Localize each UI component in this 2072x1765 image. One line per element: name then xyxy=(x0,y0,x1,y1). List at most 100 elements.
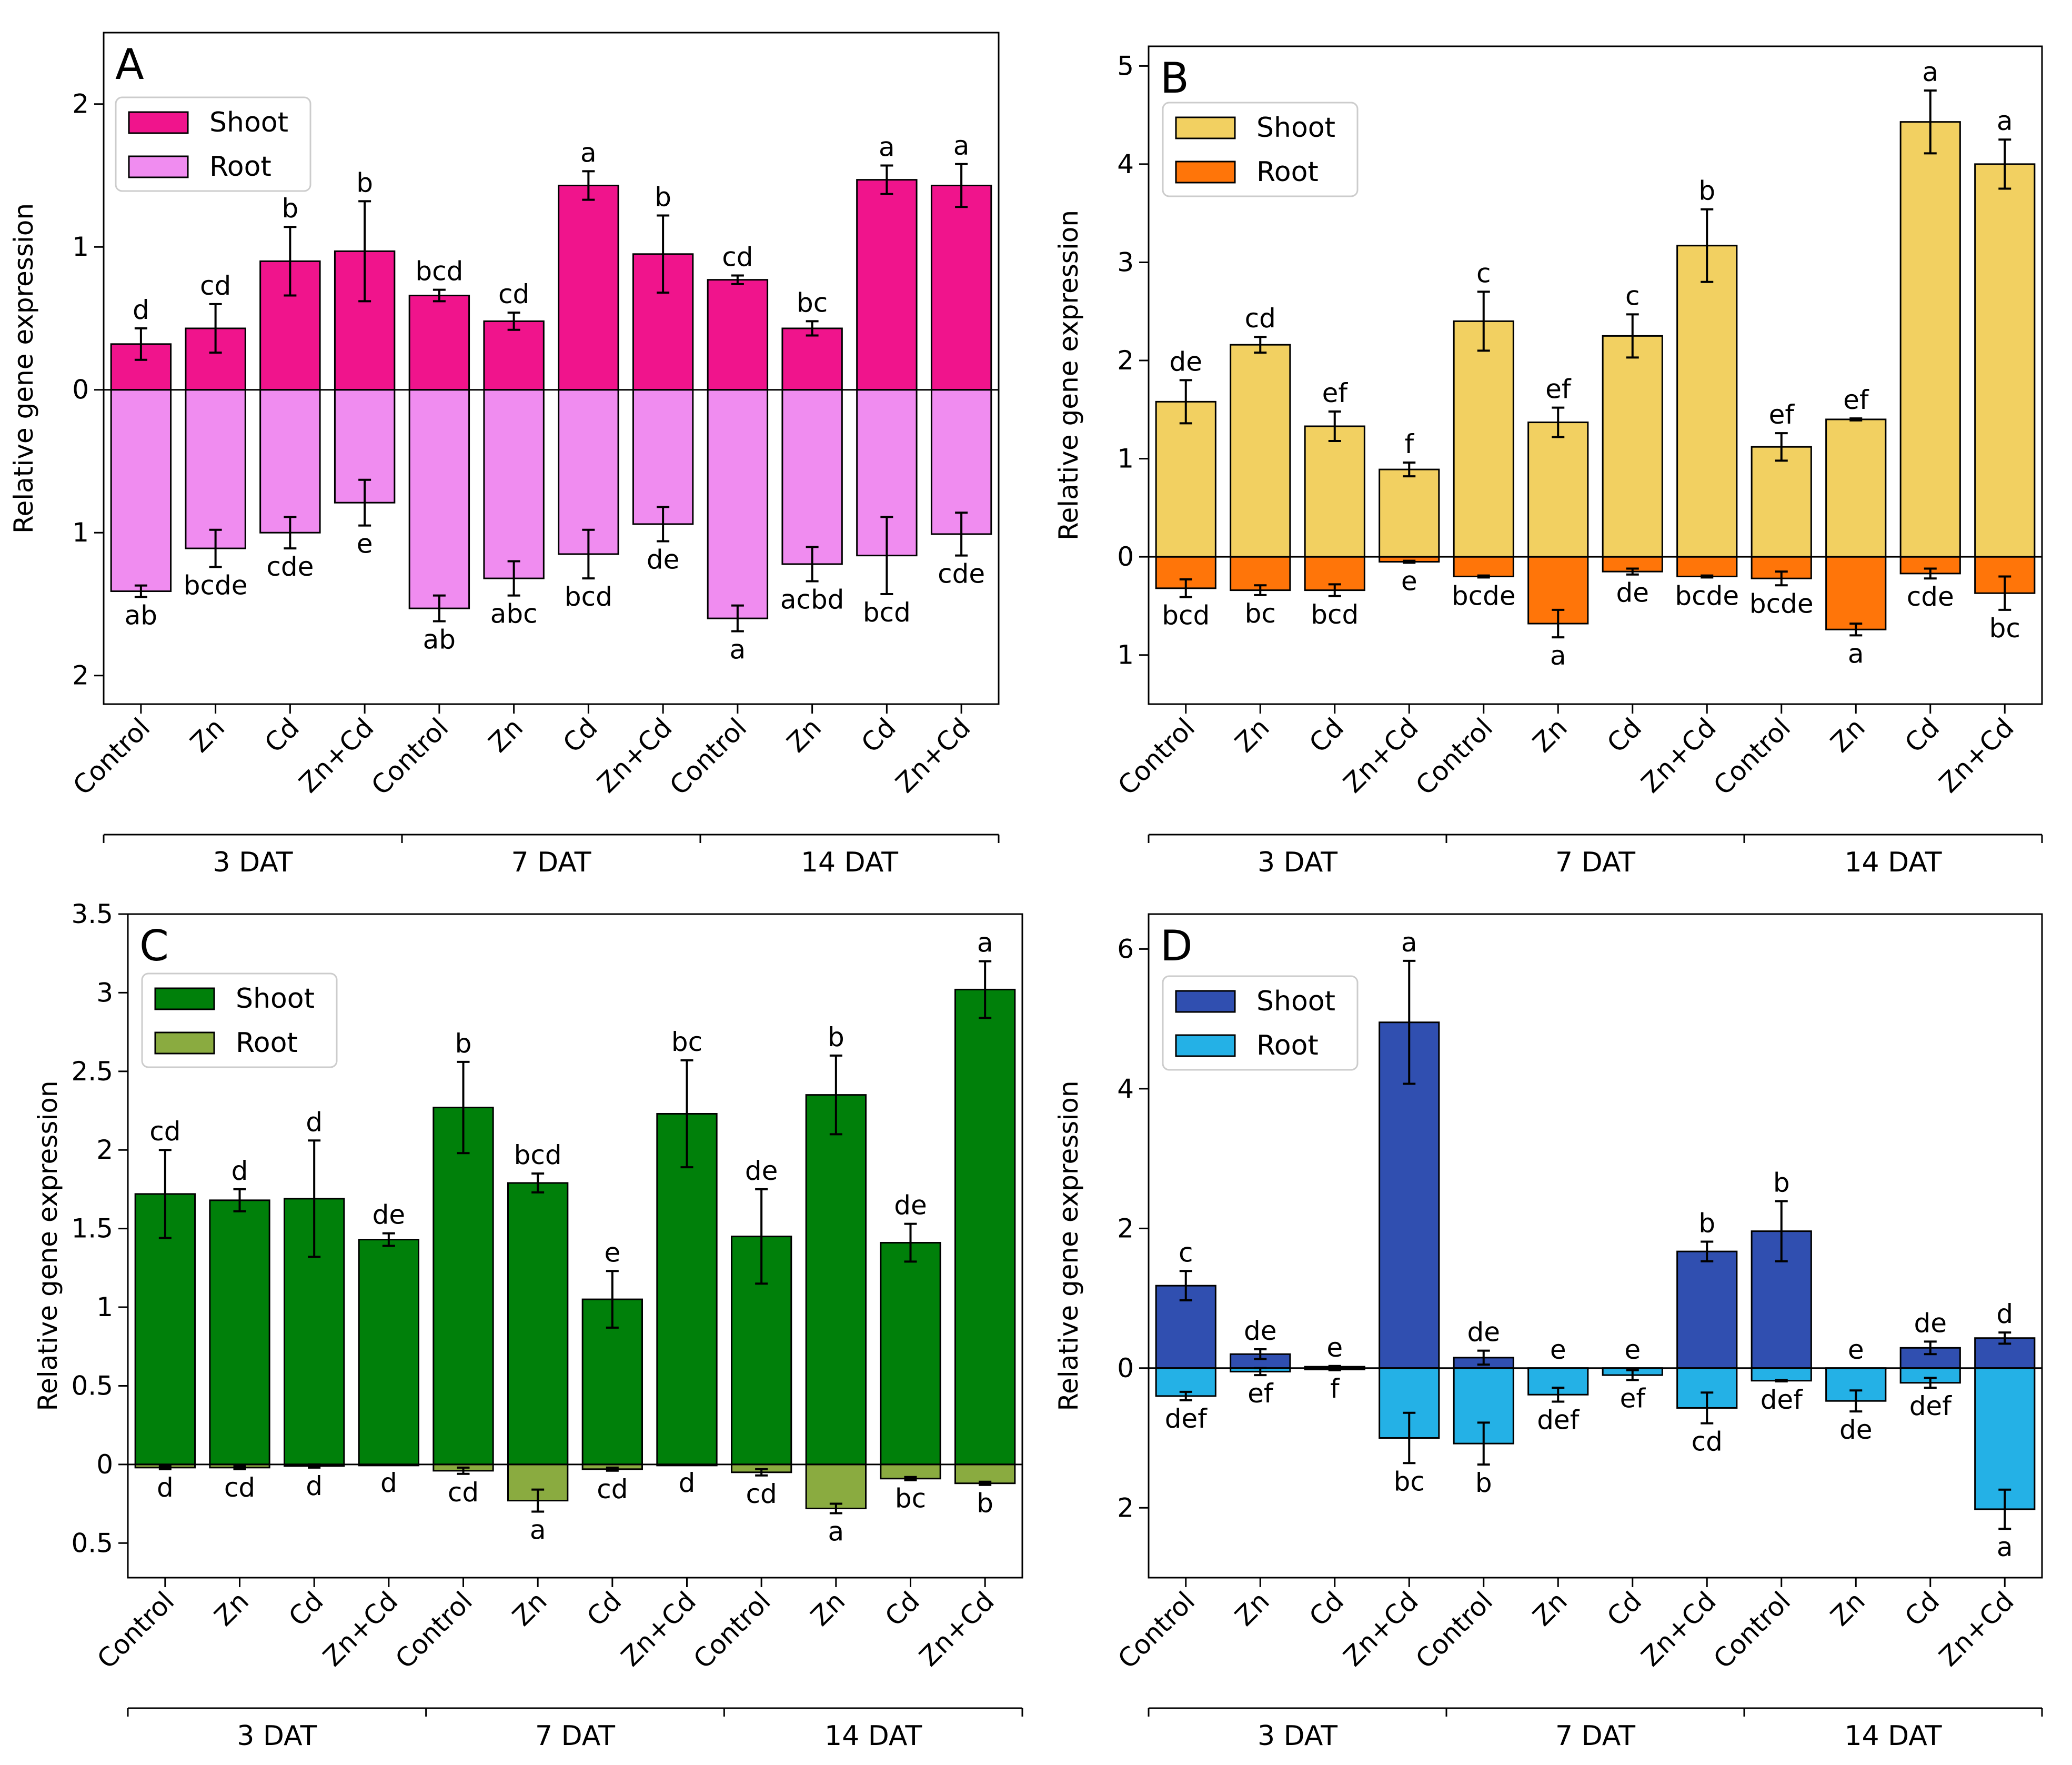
y-tick-label: 0 xyxy=(72,375,89,405)
panel-c: 0.5 0 0.5 1 1.5 2 2.5 3 3.5 Relative gene express… xyxy=(33,899,1023,1752)
x-category-label: Zn xyxy=(1527,712,1573,758)
y-tick-label: 1 xyxy=(1117,444,1134,474)
root-significance-letter: cd xyxy=(224,1472,255,1503)
root-significance-letter: cd xyxy=(746,1479,777,1509)
group-label: 14 DAT xyxy=(801,847,898,878)
shoot-significance-letter: de xyxy=(1914,1308,1947,1338)
x-category-label: Control xyxy=(1410,712,1498,801)
root-bar xyxy=(1527,1367,1589,1396)
root-bar xyxy=(1304,556,1365,591)
root-significance-letter: e xyxy=(357,529,373,559)
x-category-label: Control xyxy=(67,712,156,801)
y-tick-label: 2 xyxy=(96,1135,113,1165)
shoot-significance-letter: d xyxy=(133,295,149,325)
root-significance-letter: bc xyxy=(1989,613,2020,644)
y-tick-label: 3 xyxy=(96,977,113,1008)
legend-swatch-root xyxy=(128,155,189,178)
shoot-bar xyxy=(408,295,470,391)
shoot-significance-letter: f xyxy=(1404,429,1414,459)
x-category-label: Control xyxy=(688,1586,777,1674)
x-category-label: Zn xyxy=(184,712,230,758)
x-category-label: Zn+Cd xyxy=(1635,712,1722,798)
root-significance-letter: cd xyxy=(597,1474,628,1505)
root-significance-letter: def xyxy=(1761,1385,1804,1415)
legend-label-root: Root xyxy=(1256,156,1319,188)
shoot-significance-letter: a xyxy=(953,131,970,161)
shoot-bar xyxy=(954,988,1016,1466)
group-label: 7 DAT xyxy=(511,847,591,878)
shoot-bar xyxy=(1974,163,2036,558)
x-category-label: Cd xyxy=(1601,712,1647,758)
y-tick-label: 0.5 xyxy=(71,1528,113,1558)
root-bar xyxy=(632,389,694,525)
shoot-significance-letter: de xyxy=(1244,1316,1277,1346)
root-significance-letter: bcd xyxy=(1162,600,1210,631)
shoot-significance-letter: c xyxy=(1476,258,1491,288)
root-bar xyxy=(1676,556,1738,577)
root-significance-letter: b xyxy=(1475,1468,1492,1498)
shoot-bar xyxy=(1527,422,1589,558)
shoot-significance-letter: e xyxy=(1848,1335,1864,1365)
shoot-significance-letter: cd xyxy=(498,279,529,309)
root-significance-letter: bcde xyxy=(1675,580,1739,611)
shoot-significance-letter: de xyxy=(1170,346,1203,377)
legend-label-root: Root xyxy=(209,151,271,183)
root-significance-letter: e xyxy=(1401,566,1417,596)
x-category-label: Zn xyxy=(781,712,827,758)
x-category-label: Control xyxy=(366,712,455,801)
root-significance-letter: d xyxy=(157,1472,174,1503)
legend-swatch-shoot xyxy=(154,987,215,1010)
shoot-bar xyxy=(880,1242,941,1466)
x-category-label: Cd xyxy=(259,712,305,758)
x-category-label: Cd xyxy=(581,1586,627,1632)
group-label: 7 DAT xyxy=(1555,1720,1635,1752)
root-significance-letter: bcd xyxy=(565,581,612,612)
x-category-label: Cd xyxy=(1303,712,1350,758)
root-significance-letter: cde xyxy=(1907,581,1954,612)
x-category-label: Zn xyxy=(1825,1586,1871,1632)
shoot-significance-letter: cd xyxy=(200,270,231,301)
x-category-label: Control xyxy=(1707,1586,1796,1674)
y-tick-label: 1 xyxy=(72,232,89,262)
y-tick-label: 1 xyxy=(1117,640,1134,670)
root-bar xyxy=(805,1463,867,1510)
root-significance-letter: a xyxy=(1848,638,1864,669)
legend-label-shoot: Shoot xyxy=(236,983,315,1015)
root-bar xyxy=(185,389,246,549)
group-label: 3 DAT xyxy=(1258,847,1337,878)
shoot-bar xyxy=(558,184,619,391)
legend: Shoot Root xyxy=(141,972,338,1068)
panel-letter: C xyxy=(139,921,169,970)
y-tick-label: 1 xyxy=(96,1292,113,1322)
x-category-label: Control xyxy=(1707,712,1796,801)
x-category-label: Control xyxy=(1112,712,1201,801)
root-bar xyxy=(1453,556,1514,577)
y-tick-label: 4 xyxy=(1117,1074,1134,1104)
shoot-significance-letter: a xyxy=(1922,57,1938,87)
y-tick-label: 3.5 xyxy=(71,899,113,929)
root-bar xyxy=(781,389,843,565)
shoot-bar xyxy=(358,1239,420,1466)
y-tick-label: 6 xyxy=(1117,934,1134,964)
plot-frame xyxy=(103,32,1000,705)
legend-swatch-shoot xyxy=(1175,990,1236,1013)
root-significance-letter: ef xyxy=(1620,1383,1646,1413)
legend-swatch-shoot xyxy=(128,111,189,134)
root-significance-letter: de xyxy=(1839,1415,1873,1445)
y-tick-label: 2 xyxy=(72,89,89,119)
root-significance-letter: ef xyxy=(1248,1378,1274,1409)
y-axis-title: Relative gene expression xyxy=(1053,210,1084,540)
x-category-label: Zn xyxy=(1825,712,1871,758)
legend-swatch-root xyxy=(1175,161,1236,184)
root-significance-letter: bc xyxy=(895,1483,926,1514)
group-label: 14 DAT xyxy=(824,1720,922,1752)
shoot-significance-letter: ef xyxy=(1769,399,1795,430)
y-axis-title: Relative gene expression xyxy=(8,203,39,534)
root-significance-letter: ab xyxy=(423,625,456,655)
shoot-bar xyxy=(1304,425,1365,558)
y-tick-label: 2 xyxy=(1117,1213,1134,1243)
x-category-label: Zn+Cd xyxy=(1635,1586,1722,1672)
shoot-significance-letter: ef xyxy=(1545,374,1572,405)
root-bar xyxy=(483,389,545,579)
